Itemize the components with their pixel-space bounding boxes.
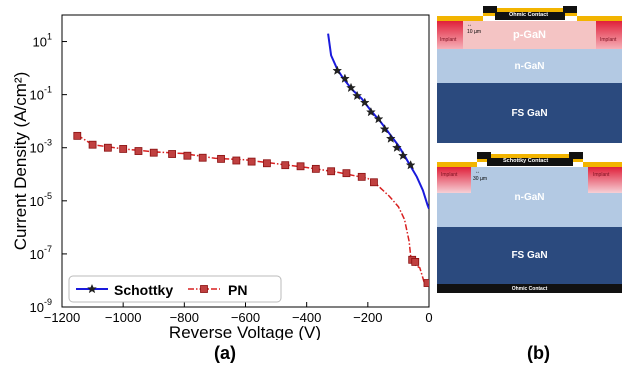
y-tick-exponent: -7 <box>44 244 52 254</box>
y-tick-label: 101 <box>33 32 52 50</box>
pn-data-marker <box>183 151 192 160</box>
y-tick-exponent: -3 <box>44 138 52 148</box>
pn-data-marker <box>281 161 290 170</box>
y-tick-base: 10 <box>33 35 47 50</box>
x-tick-label: −600 <box>231 310 260 325</box>
n-gan-layer: n-GaN <box>437 49 622 83</box>
p-gan-layer: p-GaN <box>437 21 622 49</box>
y-tick-base: 10 <box>30 141 44 156</box>
contact-pad-right <box>563 6 577 13</box>
y-tick-base: 10 <box>30 247 44 262</box>
pn-data-marker <box>296 162 305 171</box>
schottky-pad-left <box>477 152 491 159</box>
p-gan-label: p-GaN <box>513 29 546 41</box>
pn-data-marker <box>119 145 128 153</box>
pn-data-marker <box>134 147 143 155</box>
y-tick-label: 10-1 <box>30 85 52 103</box>
x-tick-label: −200 <box>353 310 382 325</box>
ohmic-contact-bar <box>495 12 565 20</box>
implant-label-left: Implant <box>440 37 457 43</box>
contact-pad-left <box>483 6 497 13</box>
passivation-right <box>583 162 622 167</box>
y-tick-base: 10 <box>30 194 44 209</box>
back-ohmic-contact: Ohmic Contact <box>437 284 622 293</box>
y-tick-exponent: -9 <box>44 297 52 307</box>
implant-label-right: Implant <box>593 172 610 178</box>
dimension-label: 30 µm <box>473 176 487 182</box>
dimension-arrow: ↔ <box>467 22 472 28</box>
pn-data-marker <box>149 148 158 157</box>
pn-data-marker <box>357 172 366 181</box>
pn-diode-cross-section: Ohmic Contact p-GaN Implant Implant ↔ 10… <box>437 4 622 144</box>
y-tick-label: 10-9 <box>30 297 52 315</box>
y-tick-base: 10 <box>30 88 44 103</box>
pn-data-marker <box>73 131 82 140</box>
legend-schottky-label: Schottky <box>114 282 173 298</box>
implant-label-right: Implant <box>600 37 617 43</box>
legend-pn-marker <box>200 285 208 293</box>
pn-data-marker <box>232 156 241 165</box>
panel-label-b: (b) <box>527 343 550 363</box>
pn-data-marker <box>411 258 420 266</box>
x-tick-label: −1000 <box>105 310 142 325</box>
plot-frame <box>61 14 430 308</box>
pn-data-marker <box>342 169 351 178</box>
implant-region-right <box>596 21 622 49</box>
schottky-contact-bar <box>487 158 573 166</box>
y-tick-label: 10-3 <box>30 138 52 156</box>
schottky-data-marker <box>385 133 396 143</box>
passivation-right <box>577 16 622 21</box>
y-tick-exponent: 1 <box>47 32 52 42</box>
back-ohmic-contact-label: Ohmic Contact <box>511 285 548 292</box>
pn-data-marker <box>198 153 207 162</box>
ohmic-contact-label: Ohmic Contact <box>509 12 549 18</box>
schottky-diode-cross-section: Schottky Contact n-GaN Implant Implant ↔… <box>437 150 622 295</box>
implant-region-left <box>437 21 463 49</box>
dimension-label: 10 µm <box>467 29 481 35</box>
y-tick-label: 10-5 <box>30 191 52 209</box>
schottky-contact-label: Schottky Contact <box>503 158 549 164</box>
pn-data-marker <box>88 140 97 149</box>
fs-gan-layer: FS GaN <box>437 83 622 143</box>
dimension-arrow: ↔ <box>475 169 480 175</box>
legend-box <box>68 275 282 303</box>
y-tick-base: 10 <box>30 300 44 315</box>
pn-data-marker <box>247 157 256 166</box>
x-tick-label: −800 <box>170 310 199 325</box>
jv-chart: −1200 −1000 −800 −600 −400 −200 010110-110-310… <box>11 14 433 340</box>
y-tick-exponent: -1 <box>44 85 52 95</box>
passivation-left <box>437 162 477 167</box>
pn-data-marker <box>423 279 429 287</box>
fs-gan-label: FS GaN <box>511 107 548 119</box>
legend-pn-label: PN <box>228 282 247 298</box>
pn-data-marker <box>370 178 378 187</box>
implant-region-right <box>588 167 622 193</box>
passivation-left <box>437 16 483 21</box>
x-tick-label: −1200 <box>44 310 81 325</box>
fs-gan-layer: FS GaN <box>437 227 622 284</box>
panel-label-a: (a) <box>214 343 236 363</box>
n-gan-label: n-GaN <box>514 60 545 72</box>
implant-region-left <box>437 167 471 193</box>
y-axis-label: Current Density (A/cm²) <box>11 72 30 251</box>
fs-gan-label: FS GaN <box>511 250 548 261</box>
pn-data-marker <box>263 159 271 168</box>
pn-data-marker <box>168 150 177 158</box>
n-gan-label: n-GaN <box>514 191 545 203</box>
schottky-pad-right <box>569 152 583 159</box>
x-axis-label: Reverse Voltage (V) <box>169 323 321 340</box>
y-tick-exponent: -5 <box>44 191 52 201</box>
pn-data-marker <box>103 143 112 152</box>
y-tick-label: 10-7 <box>30 244 52 262</box>
series-line-pn <box>76 134 429 287</box>
legend: Schottky PN <box>68 275 282 303</box>
pn-data-marker <box>311 164 320 173</box>
implant-label-left: Implant <box>441 172 458 178</box>
pn-data-marker <box>327 167 336 176</box>
x-tick-label: −400 <box>292 310 321 325</box>
schottky-data-marker <box>392 142 402 152</box>
x-tick-label: 0 <box>425 310 432 325</box>
pn-data-marker <box>217 154 225 163</box>
